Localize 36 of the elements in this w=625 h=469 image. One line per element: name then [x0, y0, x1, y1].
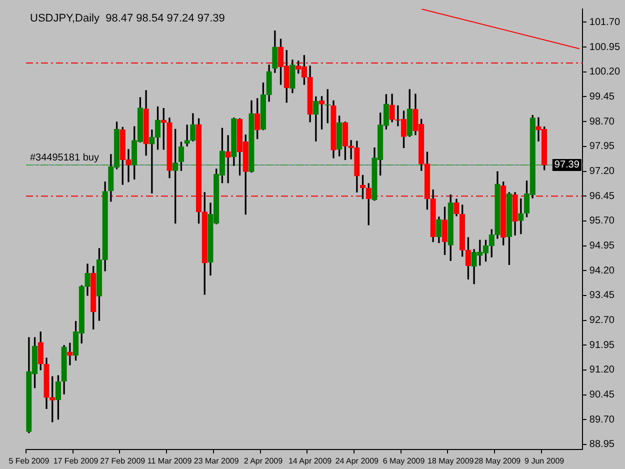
y-tick-label: 94.20 — [589, 265, 615, 276]
y-tick-label: 96.45 — [589, 190, 615, 202]
y-tick-label: 91.95 — [589, 340, 615, 351]
x-tick-label: 24 Apr 2009 — [335, 456, 380, 466]
y-tick-label: 100.20 — [589, 66, 620, 78]
x-tick-label: 6 May 2009 — [382, 456, 426, 466]
ref-line-label: #34495181 buy — [30, 152, 99, 164]
x-tick-label: 17 Feb 2009 — [53, 456, 99, 466]
y-tick-label: 94.95 — [589, 240, 615, 252]
x-tick-label: 18 May 2009 — [428, 456, 474, 466]
y-tick-label: 97.95 — [589, 141, 615, 152]
y-tick-label: 101.70 — [589, 16, 620, 28]
y-tick-label: 99.45 — [589, 92, 615, 102]
y-tick-label: 89.70 — [589, 414, 615, 426]
y-tick-label: 97.20 — [589, 166, 615, 178]
y-tick-label: 98.70 — [589, 116, 615, 128]
candlestick — [67, 342, 73, 366]
ref-line-label: 97.39 — [554, 160, 580, 171]
y-tick-label: 88.95 — [589, 439, 615, 450]
y-tick-label: 90.45 — [589, 390, 615, 401]
y-tick-label: 93.45 — [589, 290, 615, 302]
x-tick-label: 9 Jun 2009 — [524, 456, 565, 466]
x-tick-label: 2 Apr 2009 — [244, 456, 284, 466]
x-tick-label: 28 May 2009 — [474, 456, 522, 466]
x-tick-label: 11 Mar 2009 — [147, 456, 192, 466]
x-tick-label: 23 Mar 2009 — [194, 456, 240, 466]
chart-title: USDJPY,Daily 98.47 98.54 97.24 97.39 — [30, 12, 225, 25]
candlestick — [184, 124, 190, 146]
y-tick-label: 100.95 — [589, 42, 620, 53]
y-tick-label: 95.70 — [589, 216, 615, 227]
candlestick — [225, 135, 231, 184]
x-tick-label: 27 Feb 2009 — [100, 456, 146, 466]
x-tick-label: 5 Feb 2009 — [8, 456, 50, 466]
y-tick-label: 92.70 — [589, 315, 615, 326]
x-tick-label: 14 Apr 2009 — [288, 456, 332, 466]
y-tick-label: 91.20 — [589, 364, 615, 376]
